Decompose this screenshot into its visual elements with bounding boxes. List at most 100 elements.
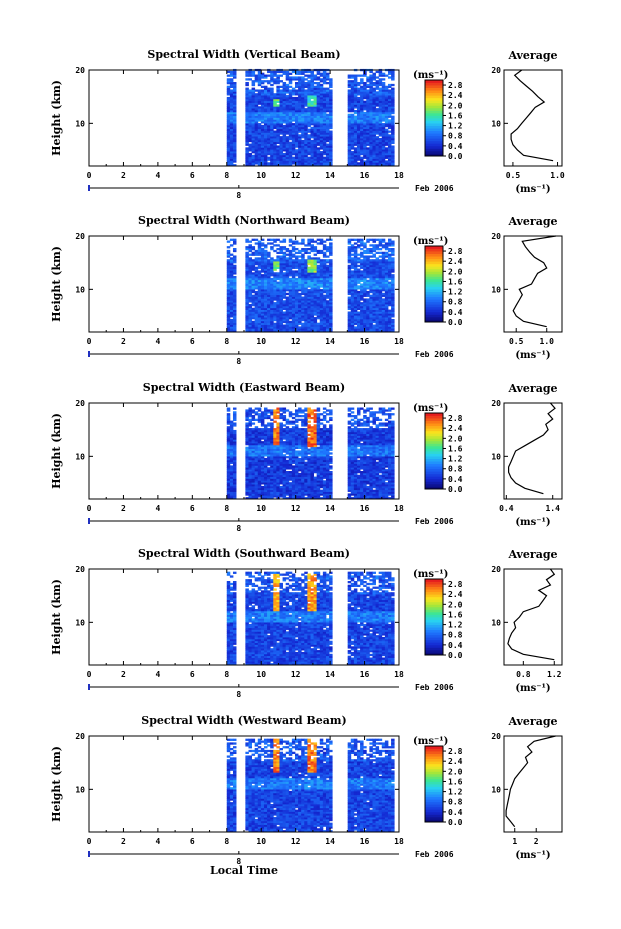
heatmap-cell	[307, 261, 311, 264]
heatmap-cell	[279, 272, 283, 275]
heatmap-cell	[378, 244, 383, 247]
heatmap-cell	[294, 76, 299, 79]
heatmap-cell	[353, 98, 358, 102]
heatmap-cell	[248, 93, 252, 96]
heatmap-cell	[232, 272, 237, 275]
heatmap-cell	[378, 272, 383, 275]
heatmap-cell	[372, 89, 376, 92]
heatmap-cell	[310, 80, 314, 83]
colorbar-segment	[425, 105, 443, 109]
heatmap-cell	[387, 298, 392, 301]
heatmap-cell	[232, 136, 237, 139]
heatmap-cell	[263, 317, 268, 320]
heatmap-cell	[310, 162, 314, 165]
heatmap-cell	[285, 100, 290, 103]
heatmap-cell	[248, 326, 252, 329]
heatmap-cell	[360, 320, 364, 324]
colorbar-tick-label: 2.0	[448, 267, 463, 276]
heatmap-cell	[226, 452, 231, 455]
heatmap-cell	[360, 160, 364, 163]
heatmap-cell	[350, 277, 355, 281]
heatmap-cell	[304, 156, 308, 159]
heatmap-cell	[288, 147, 293, 150]
heatmap-cell	[263, 147, 268, 150]
heatmap-cell	[291, 287, 296, 290]
heatmap-cell	[329, 244, 333, 247]
y-tick-label: 10	[75, 285, 85, 294]
heatmap-cell	[251, 311, 256, 314]
heatmap-cell	[245, 274, 249, 277]
heatmap-cell	[369, 302, 373, 305]
heatmap-cell	[273, 78, 277, 81]
heatmap-cell	[245, 151, 249, 154]
heatmap-cell	[319, 259, 324, 262]
heatmap-cell	[310, 289, 314, 292]
heatmap-cell	[294, 290, 299, 294]
heatmap-cell	[350, 80, 355, 83]
heatmap-cell	[378, 305, 383, 309]
heatmap-cell	[245, 119, 249, 122]
heatmap-cell	[319, 72, 324, 75]
heatmap-cell	[294, 162, 299, 165]
heatmap-cell	[263, 123, 268, 126]
heatmap-cell	[282, 266, 287, 269]
heatmap-cell	[254, 117, 259, 120]
heatmap-cell	[248, 413, 252, 416]
heatmap-cell	[325, 115, 330, 118]
heatmap-cell	[366, 111, 370, 115]
heatmap-cell	[353, 294, 358, 297]
heatmap-cell	[353, 304, 358, 307]
heatmap-cell	[226, 484, 231, 487]
average-x-tick-label: 1.0	[550, 171, 565, 180]
heatmap-cell	[298, 261, 302, 264]
heatmap-cell	[313, 89, 318, 92]
heatmap-cell	[251, 304, 256, 307]
heatmap-cell	[304, 143, 308, 146]
heatmap-cell	[263, 489, 268, 492]
heatmap-cell	[329, 298, 333, 301]
heatmap-cell	[232, 296, 237, 299]
heatmap-cell	[316, 330, 321, 333]
heatmap-cell	[384, 318, 389, 322]
x-tick-label: 2	[121, 171, 126, 180]
heatmap-cell	[304, 276, 308, 279]
heatmap-cell	[304, 264, 308, 268]
heatmap-cell	[291, 138, 296, 141]
heatmap-cell	[267, 324, 271, 327]
heatmap-cell	[260, 454, 265, 457]
heatmap-cell	[294, 240, 299, 243]
heatmap-cell	[350, 246, 355, 249]
heatmap-cell	[248, 424, 252, 427]
heatmap-cell	[229, 244, 234, 247]
heatmap-cell	[267, 480, 271, 483]
heatmap-cell	[263, 87, 268, 90]
panel-2: Spectral Width (Northward Beam)0 2 4 6 8 10 12…	[50, 214, 563, 366]
heatmap-cell	[391, 328, 395, 331]
heatmap-cell	[270, 300, 274, 303]
heatmap-cell	[319, 128, 324, 131]
colorbar-unit: (ms⁻¹)	[413, 236, 448, 247]
heatmap-cell	[263, 411, 268, 414]
heatmap-cell	[384, 294, 389, 297]
heatmap-cell	[232, 117, 237, 120]
heatmap-cell	[285, 87, 290, 90]
heatmap-cell	[254, 134, 259, 137]
heatmap-cell	[304, 249, 308, 253]
heatmap-cell	[372, 164, 376, 167]
heatmap-cell	[347, 261, 352, 264]
heatmap-cell	[273, 259, 277, 262]
heatmap-cell	[245, 164, 249, 167]
heatmap-cell	[369, 251, 373, 254]
heatmap-cell	[322, 283, 327, 286]
heatmap-cell	[353, 121, 358, 124]
heatmap-cell	[369, 160, 373, 163]
heatmap-cell	[353, 128, 358, 131]
heatmap-cell	[263, 305, 268, 309]
heatmap-cell	[360, 95, 364, 98]
heatmap-cell	[270, 437, 274, 440]
heatmap-cell	[356, 328, 361, 331]
heatmap-cell	[270, 162, 274, 165]
heatmap-cell	[273, 461, 277, 464]
heatmap-cell	[276, 266, 280, 269]
heatmap-cell	[294, 108, 299, 111]
